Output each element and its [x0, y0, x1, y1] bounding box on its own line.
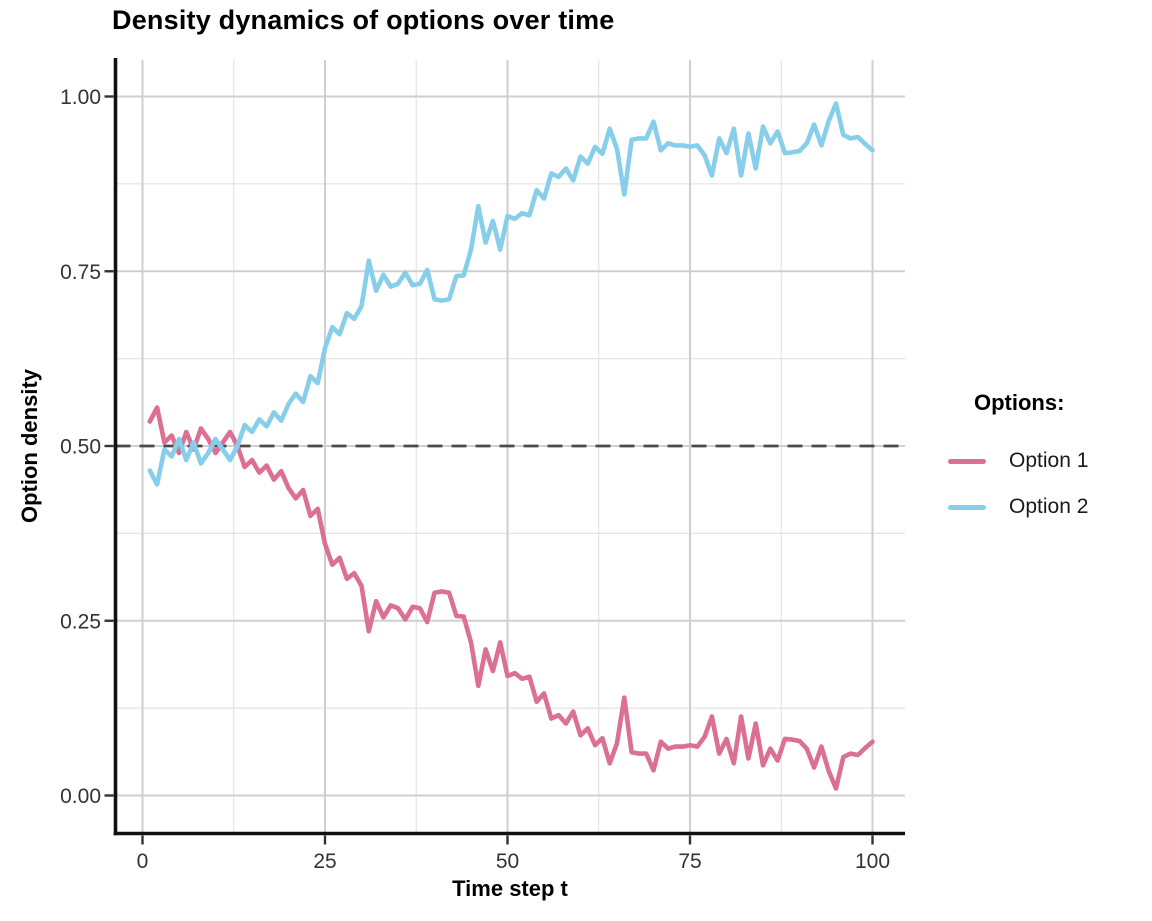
legend: Options: Option 1 Option 2: [948, 390, 1088, 530]
x-axis-title: Time step t: [452, 876, 568, 901]
option2-line-swatch-icon: [948, 504, 986, 510]
legend-item-option-2: Option 2: [948, 484, 1088, 530]
svg-text:100: 100: [855, 850, 890, 873]
svg-text:0.00: 0.00: [60, 785, 101, 808]
chart-title: Density dynamics of options over time: [112, 5, 615, 35]
series-line-option-1: [147, 405, 875, 791]
svg-text:0: 0: [137, 850, 149, 873]
svg-text:0.50: 0.50: [60, 436, 101, 459]
legend-label: Option 2: [1009, 495, 1089, 518]
svg-text:0.75: 0.75: [60, 261, 101, 284]
svg-text:25: 25: [313, 850, 336, 873]
svg-text:75: 75: [678, 850, 701, 873]
legend-label: Option 1: [1009, 449, 1089, 472]
y-axis-title: Option density: [17, 369, 42, 523]
series-line-option-2: [147, 101, 875, 487]
svg-text:0.25: 0.25: [60, 610, 101, 633]
legend-title: Options:: [974, 390, 1065, 415]
legend-item-option-1: Option 1: [948, 438, 1088, 484]
option1-line-swatch-icon: [948, 458, 986, 464]
svg-text:1.00: 1.00: [60, 86, 101, 109]
svg-text:50: 50: [496, 850, 519, 873]
